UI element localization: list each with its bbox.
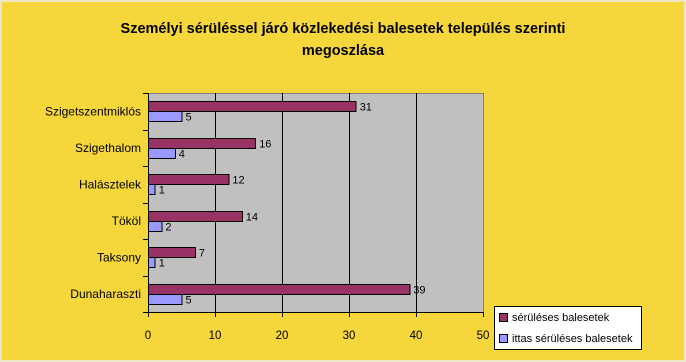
- category-label-taksony: Taksony: [97, 250, 141, 264]
- legend: sérüléses balesetek ittas sérüléses bale…: [494, 306, 642, 350]
- data-label-series-1-szigethalom: 16: [259, 139, 271, 151]
- x-tick-label-10: 10: [209, 330, 222, 342]
- data-label-series-2-halasztelek: 1: [159, 185, 165, 197]
- chart-title: Személyi sérüléssel járó közlekedési bal…: [120, 21, 566, 59]
- bar-series-2-tokol: [148, 221, 163, 232]
- bar-series-1-tokol: [148, 211, 243, 222]
- x-tick-label-20: 20: [276, 330, 289, 342]
- legend-label-series-2: ittas sérüléses balesetek: [512, 333, 633, 345]
- legend-swatch-series-2: [499, 333, 508, 343]
- x-tick-label-30: 30: [343, 330, 356, 342]
- bar-series-2-halasztelek: [148, 184, 156, 195]
- category-label-tokol: Tököl: [112, 214, 141, 228]
- data-label-series-1-dunaharaszti: 39: [413, 285, 425, 297]
- bar-series-2-szigethalom: [148, 148, 176, 159]
- category-label-halasztelek: Halásztelek: [79, 177, 142, 191]
- category-label-szigethalom: Szigethalom: [75, 141, 141, 155]
- x-tick-label-40: 40: [410, 330, 423, 342]
- bar-series-1-szigetszentmiklos: [148, 101, 357, 112]
- bar-series-1-taksony: [148, 247, 196, 258]
- data-label-series-1-szigetszentmiklos: 31: [360, 102, 372, 114]
- bar-series-1-szigethalom: [148, 138, 257, 149]
- legend-label-series-1: sérüléses balesetek: [512, 312, 610, 324]
- bar-series-2-dunaharaszti: [148, 294, 183, 305]
- data-label-series-2-szigethalom: 4: [179, 149, 185, 161]
- data-label-series-2-tokol: 2: [165, 222, 171, 234]
- bar-series-1-halasztelek: [148, 174, 230, 185]
- legend-swatch-series-1: [499, 312, 508, 322]
- data-label-series-1-taksony: 7: [199, 248, 205, 260]
- bar-series-1-dunaharaszti: [148, 284, 411, 295]
- legend-item-series-2: ittas sérüléses balesetek: [499, 332, 632, 346]
- data-label-series-2-taksony: 1: [159, 258, 165, 270]
- data-label-series-1-halasztelek: 12: [232, 175, 244, 187]
- x-tick-label-0: 0: [145, 330, 151, 342]
- plot-area: [148, 93, 484, 313]
- bar-series-2-taksony: [148, 257, 156, 268]
- category-label-dunaharaszti: Dunaharaszti: [70, 287, 141, 301]
- legend-item-series-1: sérüléses balesetek: [499, 311, 609, 325]
- bar-series-2-szigetszentmiklos: [148, 111, 183, 122]
- x-tick-label-50: 50: [477, 330, 490, 342]
- data-label-series-1-tokol: 14: [246, 212, 258, 224]
- data-label-series-2-dunaharaszti: 5: [186, 295, 192, 307]
- category-label-szigetszentmiklos: Szigetszentmiklós: [45, 104, 141, 118]
- data-label-series-2-szigetszentmiklos: 5: [186, 112, 192, 124]
